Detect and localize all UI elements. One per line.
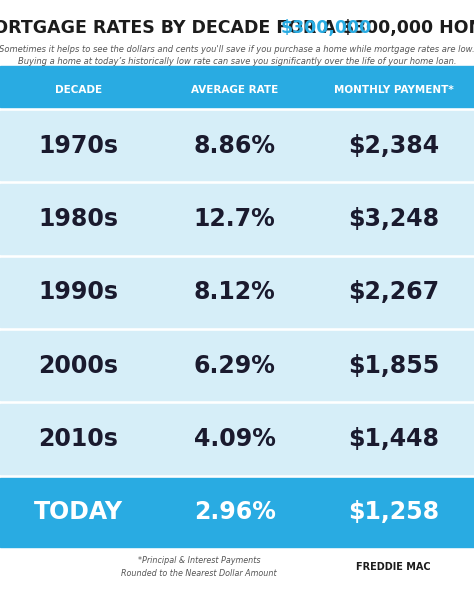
Text: 1990s: 1990s: [38, 280, 118, 304]
Text: $1,448: $1,448: [348, 427, 439, 451]
Text: $2,384: $2,384: [348, 134, 439, 158]
Text: 6.29%: 6.29%: [194, 353, 275, 378]
Bar: [0, 66, 474, 73]
Text: 1970s: 1970s: [38, 134, 118, 158]
Text: 2000s: 2000s: [38, 353, 118, 378]
Bar: [0, 111, 474, 180]
Text: FREDDIE MAC: FREDDIE MAC: [356, 562, 431, 572]
Text: $3,248: $3,248: [348, 207, 439, 231]
Text: $1,855: $1,855: [348, 353, 439, 378]
Text: MONTHLY PAYMENT*: MONTHLY PAYMENT*: [334, 85, 453, 95]
Text: 8.12%: 8.12%: [194, 280, 275, 304]
Bar: [0, 184, 474, 254]
Text: $2,267: $2,267: [348, 280, 439, 304]
Text: Sometimes it helps to see the dollars and cents you'll save if you purchase a ho: Sometimes it helps to see the dollars an…: [0, 46, 474, 54]
Text: TODAY: TODAY: [34, 501, 123, 524]
Bar: [0, 331, 474, 400]
Text: 8.86%: 8.86%: [194, 134, 275, 158]
Text: 2.96%: 2.96%: [194, 501, 275, 524]
Bar: [0, 478, 474, 547]
Text: $300,000: $300,000: [281, 19, 372, 37]
Bar: [0, 73, 474, 107]
Text: *Principal & Interest Payments
Rounded to the Nearest Dollar Amount: *Principal & Interest Payments Rounded t…: [121, 556, 277, 578]
Text: 12.7%: 12.7%: [194, 207, 275, 231]
Bar: [0, 258, 474, 327]
Text: DECADE: DECADE: [55, 85, 102, 95]
Text: Buying a home at today’s historically low rate can save you significantly over t: Buying a home at today’s historically lo…: [18, 57, 456, 66]
Bar: [0, 404, 474, 473]
Text: MORTGAGE RATES BY DECADE FOR A $300,000 HOME: MORTGAGE RATES BY DECADE FOR A $300,000 …: [0, 19, 474, 37]
Text: 2010s: 2010s: [38, 427, 118, 451]
Text: AVERAGE RATE: AVERAGE RATE: [191, 85, 278, 95]
Text: $1,258: $1,258: [348, 501, 439, 524]
Text: 4.09%: 4.09%: [194, 427, 275, 451]
Text: 1980s: 1980s: [38, 207, 118, 231]
